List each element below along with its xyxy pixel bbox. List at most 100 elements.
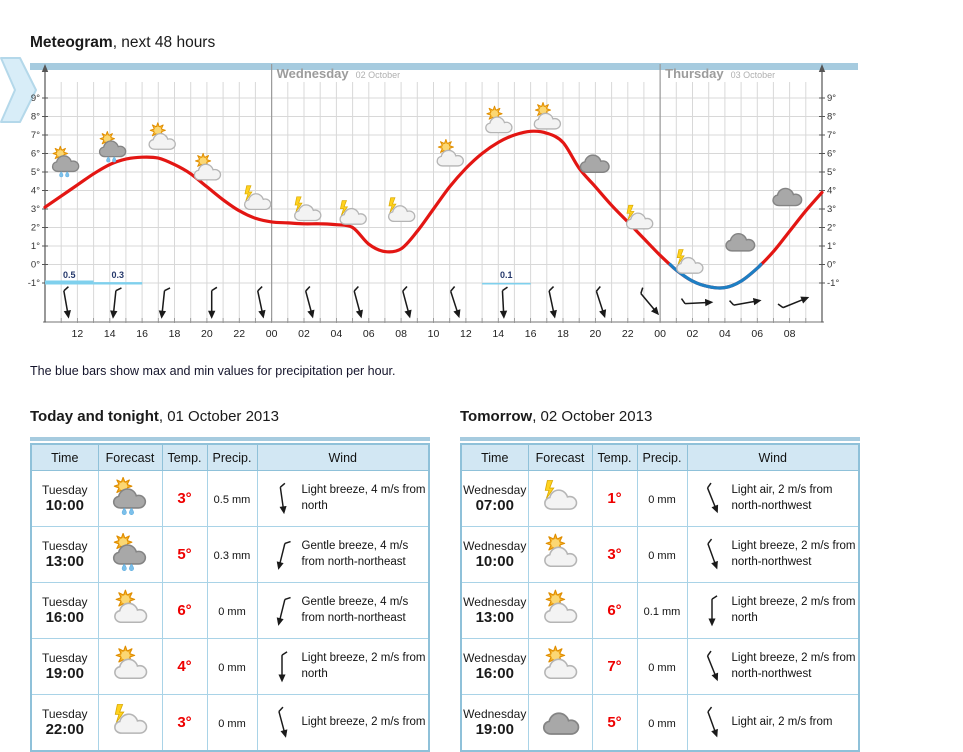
precip-label: 0.5 <box>63 270 76 280</box>
svg-text:6°: 6° <box>827 149 836 160</box>
precip-value: 0.5 mm <box>213 493 251 506</box>
svg-text:22: 22 <box>622 328 634 340</box>
day-label: Tuesday <box>41 482 88 497</box>
time-cell: Tuesday 16:00 <box>30 582 99 639</box>
table-title-bold: Today and tonight <box>30 408 159 425</box>
wind-arrow-icon <box>706 706 718 737</box>
svg-text:5°: 5° <box>31 167 40 178</box>
day-label: Wednesday <box>463 594 527 609</box>
svg-text:7°: 7° <box>827 130 836 141</box>
precip-label: 0.3 <box>112 270 125 280</box>
column-header-precip: Precip. <box>206 443 258 471</box>
svg-text:4°: 4° <box>827 186 836 197</box>
table-row: Wednesday 19:00 5° 0 mm Light air, 2 m/s… <box>460 694 860 752</box>
header-row: Time Forecast Temp. Precip. Wind <box>460 443 860 471</box>
precip-cell: 0 mm <box>636 526 688 583</box>
forecast-cell <box>97 638 163 695</box>
svg-text:5°: 5° <box>827 167 836 178</box>
weather-icon-cloud-lightning <box>544 480 578 510</box>
svg-text:8°: 8° <box>31 112 40 123</box>
y-axis-left: 9° 8° 7° 6° 5° 4° 3° 2° 1° 0° -1° <box>28 64 49 322</box>
svg-text:2°: 2° <box>827 223 836 234</box>
table-body: Wednesday 07:00 1° 0 mm Light air, 2 m/s… <box>460 470 860 752</box>
page-title-bold: Meteogram <box>30 34 113 51</box>
precip-label: 0.1 <box>500 270 513 280</box>
svg-text:-1°: -1° <box>28 278 40 289</box>
table-row: Tuesday 16:00 6° 0 mm Gentle breeze, 4 m… <box>30 582 430 639</box>
wind-description: Light air, 2 m/s from <box>731 715 833 728</box>
forecast-cell <box>527 526 593 583</box>
svg-text:16: 16 <box>136 328 148 340</box>
svg-text:10: 10 <box>428 328 440 340</box>
wind-arrow-icon <box>402 285 412 319</box>
wind-description: Light breeze, 4 m/s from north <box>301 483 426 512</box>
svg-text:00: 00 <box>654 328 666 340</box>
wind-arrow-icon <box>777 296 810 309</box>
wind-cell: Light breeze, 4 m/s from north <box>256 470 430 527</box>
svg-text:1°: 1° <box>31 241 40 252</box>
forecast-cell <box>527 638 593 695</box>
temperature-value: 5° <box>177 545 192 563</box>
weather-icon <box>625 204 654 230</box>
svg-text:00: 00 <box>266 328 278 340</box>
wind-description: Light breeze, 2 m/s from north <box>731 595 856 624</box>
svg-text:0°: 0° <box>31 260 40 271</box>
forecast-table: Time Forecast Temp. Precip. Wind Wednesday 0… <box>460 443 860 752</box>
table-row: Wednesday 07:00 1° 0 mm Light air, 2 m/s… <box>460 470 860 527</box>
svg-text:02: 02 <box>298 328 310 340</box>
svg-text:-1°: -1° <box>827 278 839 289</box>
page-title: Meteogram, next 48 hours <box>30 34 215 52</box>
wind-cell: Light air, 2 m/s from <box>686 694 860 752</box>
weather-icon-sun-cloud <box>114 645 148 680</box>
precip-bar <box>482 282 531 285</box>
time-label: 13:00 <box>45 552 84 570</box>
svg-text:20: 20 <box>590 328 602 340</box>
svg-text:7°: 7° <box>31 130 40 141</box>
weather-icon <box>339 200 367 225</box>
weather-icon-sun-cloud <box>544 589 578 624</box>
precip-value: 0 mm <box>218 661 246 674</box>
weather-icon <box>772 187 803 207</box>
svg-text:06: 06 <box>363 328 375 340</box>
table-title-bold: Tomorrow <box>460 408 533 425</box>
weather-icon-cloud-lightning <box>114 704 148 734</box>
wind-arrow-icon <box>706 482 718 513</box>
table-row: Wednesday 16:00 7° 0 mm Light breeze, 2 … <box>460 638 860 695</box>
day-label: Tuesday <box>41 706 88 721</box>
forecast-cell <box>97 694 163 752</box>
day-label: Wednesday <box>463 650 527 665</box>
precip-cell: 0 mm <box>636 694 688 752</box>
temp-cell: 1° <box>591 470 638 527</box>
time-cell: Wednesday 16:00 <box>460 638 529 695</box>
svg-text:08: 08 <box>784 328 796 340</box>
svg-text:08: 08 <box>395 328 407 340</box>
svg-text:02: 02 <box>687 328 699 340</box>
column-header-time: Time <box>30 443 99 471</box>
time-label: 07:00 <box>475 496 514 514</box>
time-cell: Wednesday 13:00 <box>460 582 529 639</box>
weather-icon-cloud-gray <box>542 712 580 735</box>
y-axis-right: 9° 8° 7° 6° 5° 4° 3° 2° 1° 0° -1° <box>818 64 839 322</box>
column-header-wind: Wind <box>256 443 430 471</box>
svg-text:9°: 9° <box>827 93 836 104</box>
wind-arrow-icon <box>276 596 291 626</box>
svg-text:6°: 6° <box>31 149 40 160</box>
table-row: Tuesday 22:00 3° 0 mm Light breeze, 2 m/… <box>30 694 430 752</box>
svg-text:22: 22 <box>233 328 245 340</box>
column-header-temp: Temp. <box>591 443 638 471</box>
wind-arrow-icon <box>706 650 718 681</box>
wind-arrow-icon <box>449 285 461 319</box>
forecast-table: Time Forecast Temp. Precip. Wind Tuesday 10:… <box>30 443 430 752</box>
table-title-rest: , 01 October 2013 <box>158 408 279 425</box>
weather-icon-sun-cloud <box>544 533 578 568</box>
time-cell: Tuesday 19:00 <box>30 638 99 695</box>
temp-cell: 5° <box>591 694 638 752</box>
next-nav-icon[interactable] <box>0 56 40 126</box>
wind-arrow-icon <box>110 287 122 319</box>
time-label: 22:00 <box>45 720 84 738</box>
temperature-value: 7° <box>607 657 622 675</box>
weather-icon <box>485 105 513 134</box>
precip-value: 0 mm <box>648 493 676 506</box>
wind-description: Light air, 2 m/s from north-northwest <box>731 483 833 512</box>
column-header-precip: Precip. <box>636 443 688 471</box>
